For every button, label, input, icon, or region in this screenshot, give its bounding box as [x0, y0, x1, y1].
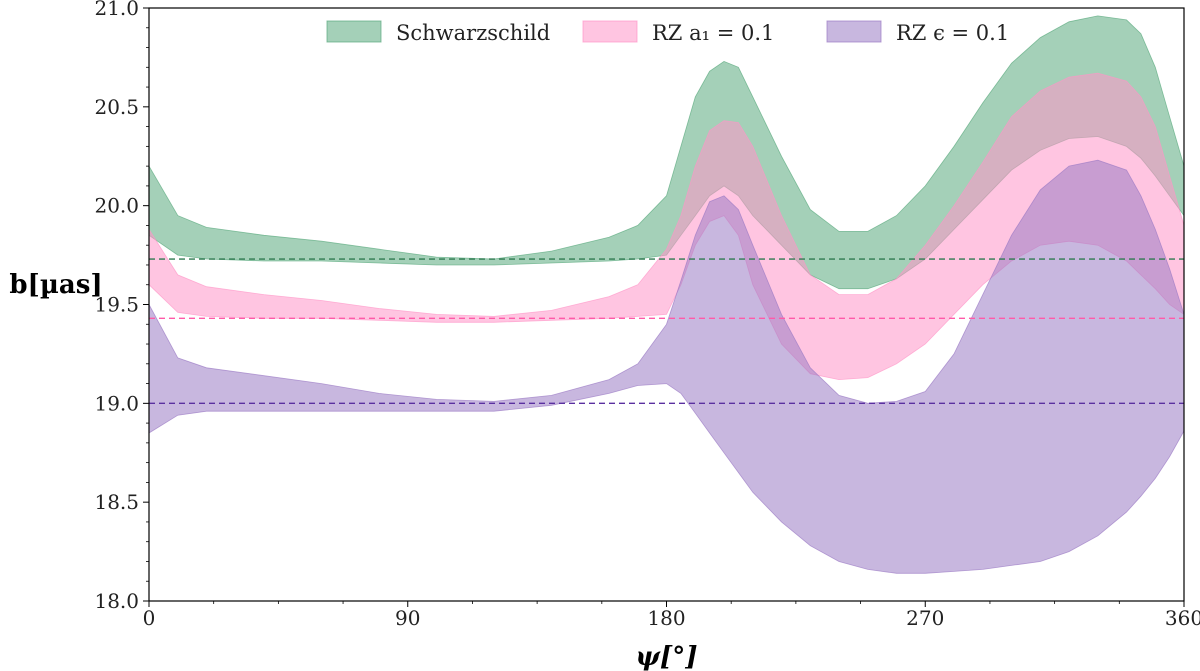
x-tick-label: 90 — [395, 606, 420, 630]
y-tick-label: 18.0 — [94, 589, 139, 613]
legend-label-series-2: RZ ϵ = 0.1 — [896, 21, 1009, 45]
x-axis-ticks: 0 90 180 270 360 — [143, 601, 1200, 630]
y-tick-label: 21.0 — [94, 0, 139, 20]
y-tick-label: 19.0 — [94, 391, 139, 415]
x-tick-label: 0 — [143, 606, 156, 630]
x-axis-label: ψ[°] — [635, 642, 697, 671]
legend-label-series-1: RZ a₁ = 0.1 — [652, 21, 774, 45]
legend-swatch-series-0 — [326, 20, 382, 43]
y-tick-label: 18.5 — [94, 490, 139, 514]
legend: Schwarzschild RZ a₁ = 0.1 RZ ϵ = 0.1 — [326, 20, 1009, 45]
y-tick-label: 20.0 — [94, 194, 139, 218]
legend-swatch-series-1 — [582, 20, 638, 43]
x-tick-label: 360 — [1165, 606, 1200, 630]
y-axis-ticks: 18.0 18.5 19.0 19.5 20.0 20.5 21.0 — [94, 0, 149, 613]
x-tick-label: 180 — [647, 606, 685, 630]
y-tick-label: 19.5 — [94, 293, 139, 317]
y-axis-label: b[µas] — [9, 270, 102, 300]
y-tick-label: 20.5 — [94, 95, 139, 119]
x-tick-label: 270 — [906, 606, 944, 630]
legend-label-series-0: Schwarzschild — [396, 21, 550, 45]
bands-layer — [148, 15, 1185, 574]
reference-lines-layer — [149, 258, 1184, 405]
legend-swatch-series-2 — [826, 20, 882, 43]
